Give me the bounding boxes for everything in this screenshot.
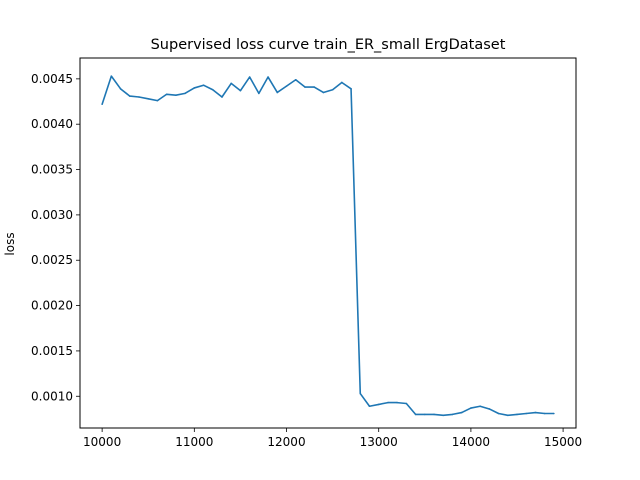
data-point [258, 92, 260, 95]
data-point [138, 96, 140, 98]
data-point [331, 88, 334, 91]
data-point [368, 405, 371, 408]
data-point [221, 96, 223, 98]
data-point [488, 408, 491, 410]
data-point [525, 412, 528, 415]
data-point [377, 403, 380, 406]
data-point [147, 98, 150, 100]
data-point [165, 93, 168, 96]
data-point [433, 413, 435, 416]
y-tick-label: 0.0045 [31, 72, 73, 86]
x-tick-label: 14000 [452, 435, 490, 449]
y-ticks: 0.0010 0.0015 0.0020 0.0025 0.0030 0.0035 0.00… [31, 72, 80, 403]
series-layer [101, 75, 555, 417]
data-point [175, 94, 177, 96]
data-point [387, 401, 389, 404]
data-point [211, 88, 214, 91]
data-point [230, 82, 232, 85]
x-tick-label: 15000 [544, 435, 582, 449]
data-point [248, 76, 251, 78]
data-point [184, 92, 186, 95]
y-tick-label: 0.0035 [31, 163, 73, 177]
x-tick-label: 13000 [360, 435, 398, 449]
x-tick-label: 12000 [267, 435, 305, 449]
y-tick-label: 0.0040 [31, 117, 73, 131]
series-line [101, 75, 554, 417]
data-point [294, 78, 297, 81]
data-point [202, 84, 205, 87]
data-point [359, 392, 362, 395]
data-point [267, 76, 269, 78]
x-tick-label: 10000 [83, 435, 121, 449]
data-point [341, 81, 343, 84]
plot-frame [79, 57, 577, 429]
data-point [276, 91, 279, 94]
data-point [322, 91, 325, 94]
data-point [193, 87, 196, 89]
data-point [405, 402, 408, 405]
data-point [304, 86, 306, 88]
data-point [101, 103, 103, 106]
chart-title: Supervised loss curve train_ER_small Erg… [151, 37, 506, 53]
y-axis-label: loss [3, 232, 17, 255]
x-tick-label: 11000 [175, 435, 213, 449]
data-point [156, 99, 159, 102]
data-point [414, 413, 417, 416]
data-point [239, 89, 242, 92]
data-point [497, 412, 500, 415]
data-point [479, 405, 481, 408]
data-point [460, 411, 463, 414]
y-tick-label: 0.0025 [31, 253, 73, 267]
data-point [442, 414, 445, 417]
data-point [424, 413, 426, 416]
data-point [119, 88, 122, 90]
data-point [470, 407, 472, 409]
y-tick-label: 0.0015 [31, 344, 73, 358]
data-point [451, 413, 454, 416]
y-tick-label: 0.0010 [31, 389, 73, 403]
x-ticks: 10000 11000 12000 13000 14000 15000 [83, 428, 582, 449]
y-tick-label: 0.0020 [31, 299, 73, 313]
data-point [543, 412, 546, 415]
data-point [553, 412, 555, 415]
y-tick-label: 0.0030 [31, 208, 73, 222]
data-point [516, 413, 518, 416]
data-point [506, 414, 509, 417]
data-point [313, 86, 315, 88]
data-point [534, 411, 537, 414]
data-point [350, 88, 352, 90]
data-point [285, 85, 288, 87]
data-point [128, 95, 131, 97]
data-point [396, 401, 398, 404]
data-point [110, 75, 113, 77]
